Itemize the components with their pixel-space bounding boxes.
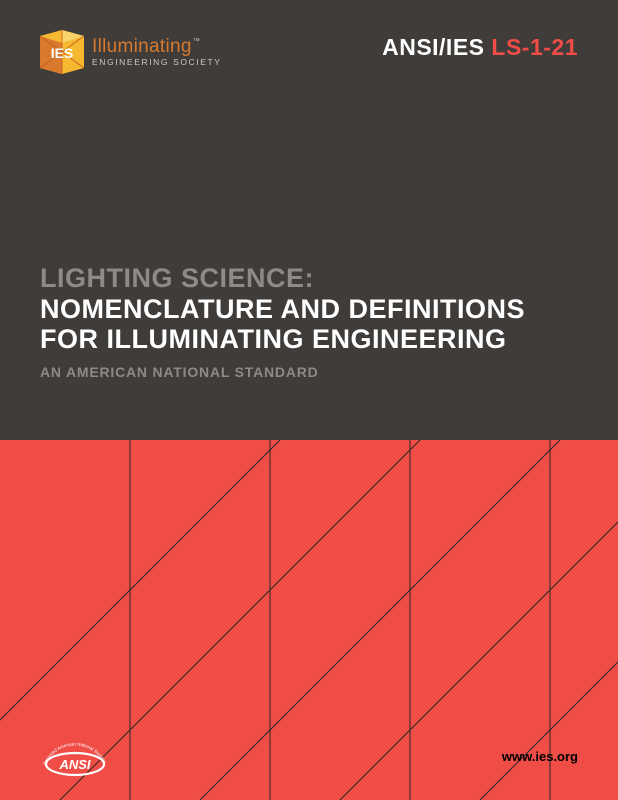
logo-society-text: ENGINEERING SOCIETY [92, 58, 222, 67]
header-row: IES Illuminating ™ ENGINEERING SOCIETY A… [40, 30, 578, 74]
ies-logo: IES Illuminating ™ ENGINEERING SOCIETY [40, 30, 222, 74]
top-section: IES Illuminating ™ ENGINEERING SOCIETY A… [0, 0, 618, 440]
logo-illuminating-text: Illuminating [92, 37, 192, 56]
title-line-2a: NOMENCLATURE AND DEFINITIONS [40, 294, 578, 324]
ansi-badge: Approved American National Standard ANSI [40, 734, 110, 778]
document-cover: IES Illuminating ™ ENGINEERING SOCIETY A… [0, 0, 618, 800]
ansi-text: ANSI [58, 757, 90, 772]
trademark-symbol: ™ [193, 38, 200, 45]
title-line-2b: FOR ILLUMINATING ENGINEERING [40, 324, 578, 354]
title-line-1: LIGHTING SCIENCE: [40, 263, 578, 293]
logo-text: Illuminating ™ ENGINEERING SOCIETY [92, 37, 222, 67]
subtitle: AN AMERICAN NATIONAL STANDARD [40, 364, 578, 380]
logo-mark-text: IES [51, 45, 74, 61]
standard-id: ANSI/IES LS-1-21 [382, 34, 578, 61]
bottom-section: Approved American National Standard ANSI… [0, 440, 618, 800]
ies-logo-mark: IES [40, 30, 84, 74]
standard-prefix: ANSI/IES [382, 34, 491, 60]
website-url: www.ies.org [502, 749, 578, 764]
title-block: LIGHTING SCIENCE: NOMENCLATURE AND DEFIN… [40, 263, 578, 380]
standard-code: LS-1-21 [491, 34, 578, 60]
footer-row: Approved American National Standard ANSI… [40, 734, 578, 778]
